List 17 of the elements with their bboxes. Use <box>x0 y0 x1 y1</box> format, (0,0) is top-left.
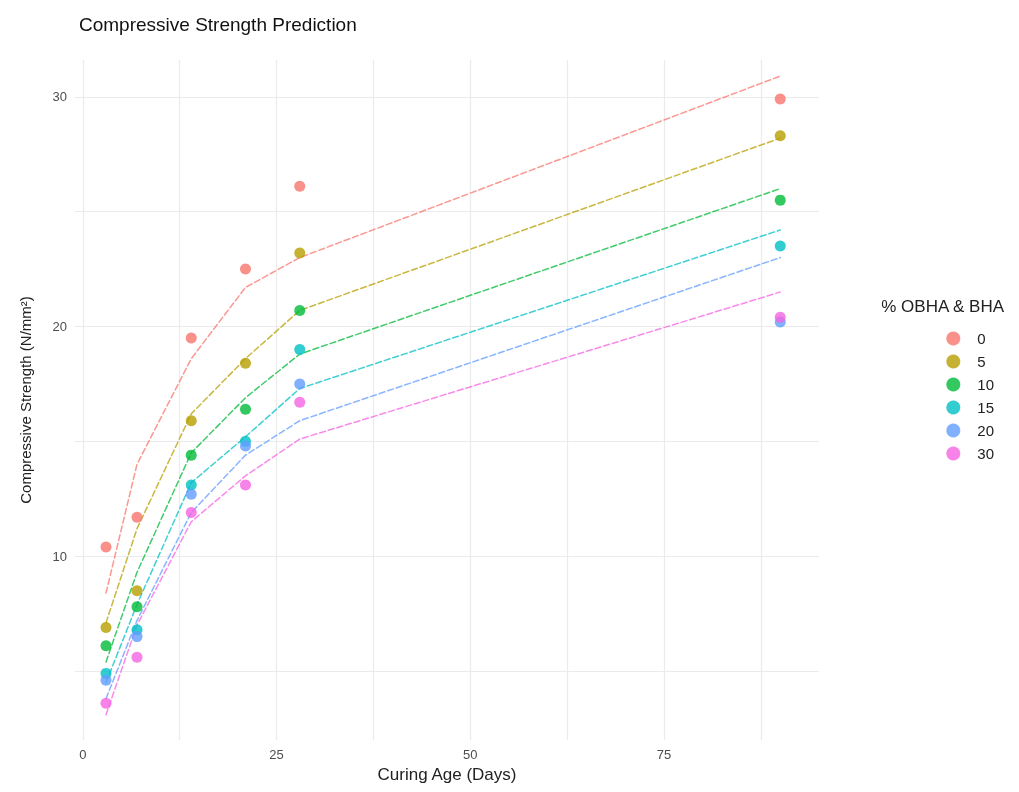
y-tick-label: 30 <box>52 89 67 105</box>
y-tick-label: 10 <box>52 548 67 564</box>
y-tick-label: 20 <box>52 318 67 334</box>
x-tick-label: 75 <box>656 747 672 762</box>
x-tick-label: 50 <box>463 747 478 762</box>
legend-title: % OBHA & BHA <box>881 297 1005 316</box>
chart-title: Compressive Strength Prediction <box>79 14 357 35</box>
x-axis-title: Curing Age (Days) <box>377 764 517 784</box>
legend-label: 15 <box>977 399 994 416</box>
y-axis-title: Compressive Strength (N/mm²) <box>17 296 34 504</box>
legend-label: 10 <box>977 376 994 393</box>
x-tick-label: 25 <box>269 747 284 762</box>
legend-label: 30 <box>977 445 994 462</box>
legend-label: 5 <box>977 353 986 370</box>
legend-label: 20 <box>977 422 994 439</box>
x-tick-label: 0 <box>79 747 87 762</box>
legend-label: 0 <box>977 330 986 347</box>
